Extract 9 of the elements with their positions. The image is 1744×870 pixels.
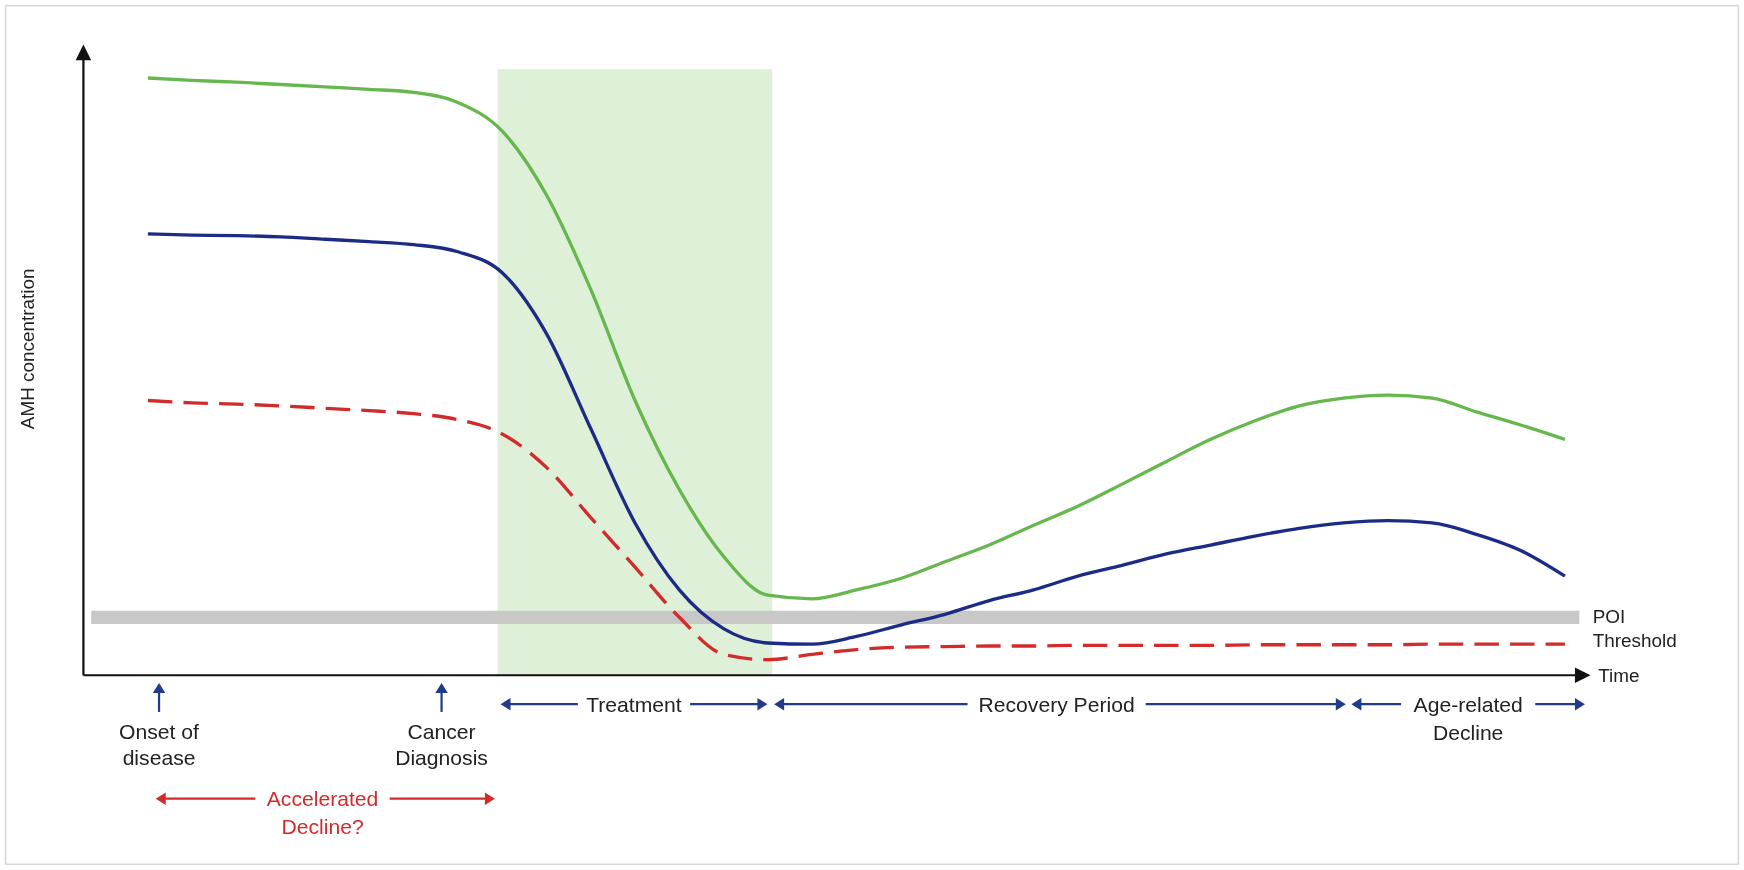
x-axis-title: Time [1598,664,1640,686]
ref-line-label: POI Threshold [1592,605,1677,652]
text: Age-related Decline [1413,692,1523,744]
text: Cancer Diagnosis [395,719,488,770]
text: Onset of disease [119,719,200,770]
text: Accelerated Decline? [266,787,379,839]
y-axis-title: AMH concentration [17,268,39,430]
text: Recovery Period [978,692,1135,716]
text: Treatment [586,692,682,716]
